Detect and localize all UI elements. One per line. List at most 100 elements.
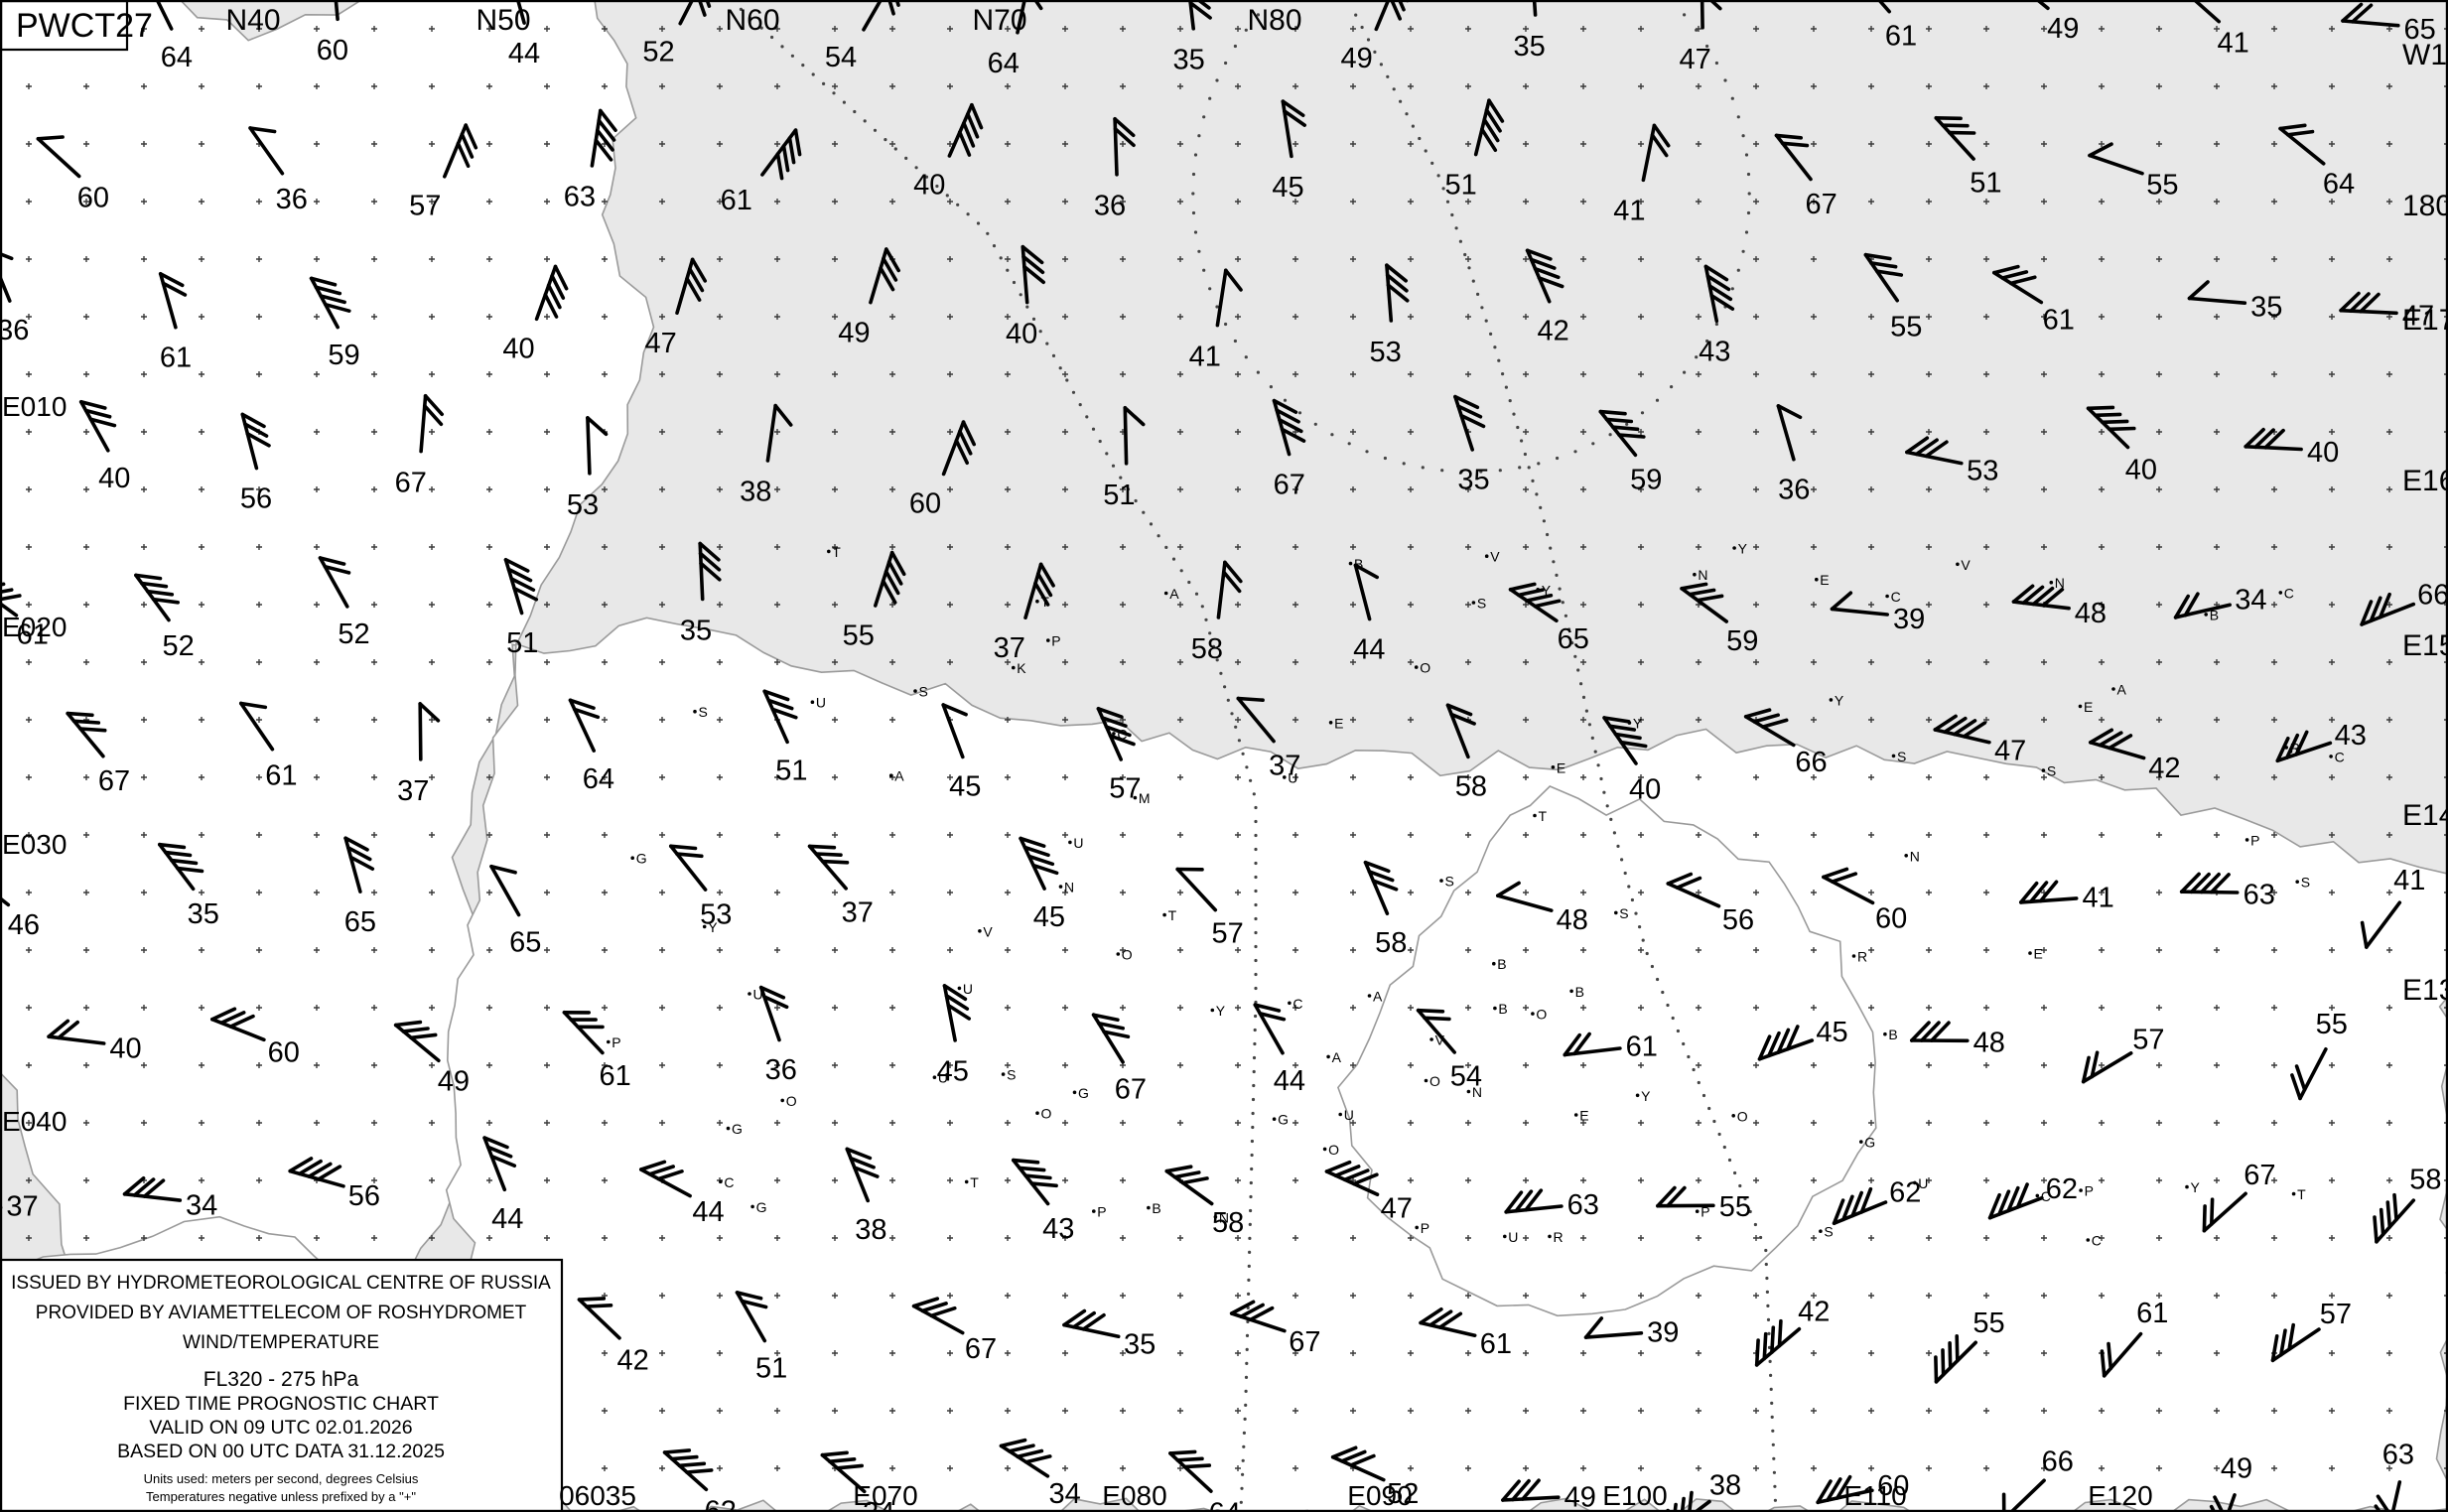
svg-text:N60: N60: [725, 4, 779, 37]
svg-text:O: O: [1420, 660, 1430, 676]
svg-text:36: 36: [1094, 191, 1126, 222]
svg-text:67: 67: [1805, 189, 1836, 220]
svg-text:Y: Y: [1216, 1003, 1226, 1019]
svg-text:61: 61: [1885, 20, 1917, 52]
svg-text:P: P: [612, 1034, 620, 1050]
svg-text:E030: E030: [2, 829, 67, 860]
svg-text:45: 45: [1033, 901, 1065, 933]
svg-text:63: 63: [564, 182, 596, 213]
svg-text:35: 35: [1172, 45, 1204, 76]
svg-text:C: C: [1292, 996, 1302, 1012]
svg-text:53: 53: [1369, 337, 1401, 368]
svg-text:60: 60: [77, 183, 109, 214]
svg-text:61: 61: [2136, 1298, 2168, 1329]
svg-text:ISSUED BY HYDROMETEOROLOGICAL: ISSUED BY HYDROMETEOROLOGICAL CENTRE OF …: [11, 1273, 551, 1294]
svg-text:56: 56: [1722, 904, 1754, 936]
svg-text:55: 55: [1972, 1307, 2004, 1339]
svg-text:53: 53: [567, 489, 599, 521]
svg-text:35: 35: [2250, 292, 2282, 324]
svg-text:B: B: [1575, 984, 1584, 1000]
svg-text:V: V: [983, 923, 993, 939]
svg-text:S: S: [1445, 874, 1454, 890]
svg-text:37: 37: [842, 897, 874, 929]
svg-text:67: 67: [395, 468, 427, 499]
svg-text:36: 36: [0, 315, 29, 346]
svg-text:A: A: [1169, 586, 1179, 602]
svg-text:46: 46: [8, 909, 40, 941]
svg-text:65: 65: [1558, 623, 1589, 655]
svg-text:67: 67: [98, 765, 130, 797]
svg-text:V: V: [1961, 557, 1971, 573]
svg-text:53: 53: [700, 899, 732, 931]
svg-text:55: 55: [2146, 169, 2178, 201]
svg-text:PWCT27: PWCT27: [16, 7, 153, 45]
svg-text:47: 47: [1381, 1193, 1413, 1225]
svg-text:E130: E130: [2402, 974, 2448, 1007]
svg-text:67: 67: [1274, 469, 1305, 500]
svg-text:N40: N40: [225, 4, 280, 37]
svg-text:34: 34: [2235, 584, 2266, 616]
svg-text:N: N: [1698, 567, 1707, 583]
svg-text:47: 47: [1994, 736, 2026, 767]
svg-text:U: U: [1344, 1107, 1354, 1123]
svg-text:61: 61: [599, 1060, 630, 1092]
svg-text:54: 54: [825, 42, 857, 73]
svg-text:S: S: [1897, 749, 1906, 764]
svg-text:43: 43: [2335, 720, 2367, 752]
svg-text:52: 52: [338, 619, 369, 650]
svg-text:S: S: [1619, 905, 1628, 921]
svg-text:61: 61: [1480, 1328, 1512, 1360]
svg-text:35: 35: [1513, 31, 1545, 63]
svg-text:42: 42: [1798, 1296, 1830, 1327]
svg-text:E: E: [1334, 715, 1343, 731]
svg-text:40: 40: [2307, 437, 2339, 469]
svg-text:45: 45: [1816, 1017, 1847, 1048]
svg-text:57: 57: [409, 191, 441, 222]
svg-text:64: 64: [583, 763, 614, 795]
svg-text:N: N: [1910, 848, 1920, 864]
svg-text:E: E: [2034, 946, 2043, 962]
svg-text:P: P: [1421, 1220, 1429, 1236]
svg-text:A: A: [894, 768, 904, 784]
svg-text:58: 58: [2409, 1165, 2441, 1196]
svg-text:B: B: [1498, 1001, 1507, 1017]
svg-text:BASED ON 00 UTC DATA 31.12.202: BASED ON 00 UTC DATA 31.12.2025: [117, 1441, 445, 1462]
svg-text:61: 61: [721, 185, 752, 216]
svg-text:38: 38: [1709, 1470, 1741, 1502]
svg-text:55: 55: [843, 620, 875, 652]
svg-text:57: 57: [2132, 1024, 2164, 1055]
svg-text:37: 37: [6, 1191, 38, 1223]
svg-text:VALID ON 09 UTC 02.01.2026: VALID ON 09 UTC 02.01.2026: [149, 1417, 412, 1439]
svg-text:66: 66: [1795, 747, 1827, 778]
svg-text:63: 63: [2382, 1440, 2414, 1471]
svg-text:51: 51: [1970, 167, 2001, 199]
svg-text:51: 51: [755, 1353, 787, 1385]
svg-text:O: O: [1536, 1007, 1547, 1023]
svg-text:65: 65: [509, 927, 541, 959]
svg-text:35: 35: [1457, 464, 1489, 495]
svg-text:R: R: [1857, 949, 1867, 965]
svg-text:41: 41: [2082, 883, 2113, 914]
svg-text:64: 64: [161, 42, 193, 73]
svg-text:N: N: [1064, 880, 1074, 895]
svg-text:E010: E010: [2, 391, 67, 422]
svg-text:G: G: [732, 1121, 743, 1137]
svg-text:41: 41: [2217, 28, 2248, 60]
svg-text:63: 63: [2244, 879, 2275, 910]
svg-text:60: 60: [268, 1036, 300, 1068]
svg-text:G: G: [1864, 1135, 1875, 1151]
svg-text:37: 37: [1269, 751, 1300, 782]
svg-text:41: 41: [1613, 196, 1645, 227]
svg-text:E: E: [1579, 1108, 1588, 1124]
svg-text:47: 47: [644, 328, 676, 359]
svg-text:60: 60: [909, 488, 941, 520]
svg-text:40: 40: [98, 463, 130, 494]
svg-text:PROVIDED BY AVIAMETTELECOM OF: PROVIDED BY AVIAMETTELECOM OF ROSHYDROME…: [36, 1303, 527, 1323]
svg-text:55: 55: [1890, 311, 1922, 343]
svg-text:B: B: [1497, 956, 1506, 972]
svg-text:62: 62: [2046, 1173, 2078, 1205]
svg-text:44: 44: [1353, 634, 1385, 666]
svg-text:54: 54: [1450, 1061, 1482, 1093]
svg-text:60: 60: [1875, 902, 1907, 934]
svg-text:67: 67: [2244, 1160, 2275, 1191]
